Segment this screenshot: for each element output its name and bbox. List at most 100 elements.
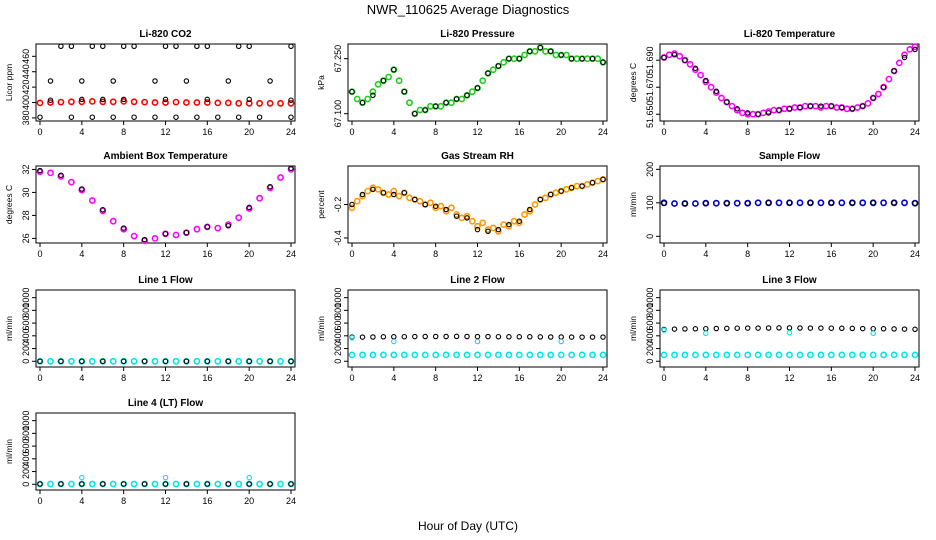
data-point (812, 102, 819, 110)
data-point (744, 110, 751, 116)
data-point (349, 201, 355, 208)
y-tick-label: 400 (21, 451, 31, 466)
data-point (369, 88, 377, 96)
data-point (246, 481, 252, 487)
data-point (579, 334, 585, 340)
data-point (214, 224, 222, 232)
data-point (225, 358, 232, 365)
data-point (141, 481, 148, 487)
data-point (600, 334, 606, 340)
y-tick-label: 800 (21, 426, 31, 441)
data-point (245, 205, 253, 212)
data-point (589, 179, 596, 186)
x-tick-label: 20 (556, 249, 566, 259)
y-tick-label: -0.4 (333, 230, 343, 246)
data-point (797, 104, 803, 111)
data-point (120, 358, 127, 365)
x-tick-label: 8 (745, 127, 750, 137)
x-tick-label: 12 (472, 127, 482, 137)
series-2 (37, 165, 294, 243)
data-point (728, 102, 736, 110)
data-point (374, 185, 382, 193)
data-point (130, 357, 138, 365)
y-tick-label: 51.650 (645, 100, 655, 128)
data-point (880, 84, 887, 90)
data-point (489, 224, 497, 232)
data-point (796, 199, 804, 207)
data-point (870, 95, 876, 101)
y-axis-label: kPa (316, 75, 326, 90)
data-point (547, 351, 555, 359)
x-tick-label: 8 (433, 249, 438, 259)
data-point (287, 99, 295, 107)
y-tick-label: 380 (21, 110, 31, 125)
data-point (744, 351, 752, 359)
data-point (79, 474, 85, 481)
y-tick-label: 200 (645, 341, 655, 356)
x-tick-label: 16 (202, 373, 212, 383)
data-point (412, 333, 418, 340)
data-point (193, 357, 201, 365)
data-point (68, 114, 75, 120)
data-point (120, 98, 128, 105)
y-axis-label: ml/min (628, 192, 638, 217)
data-point (775, 199, 783, 207)
series-3 (47, 78, 273, 84)
chart-panel-10: Line 4 (LT) Flow 0 4 8 12 16 20 24 0 200400600800… (4, 398, 296, 506)
data-point (416, 197, 424, 205)
data-point (912, 46, 918, 53)
data-point (432, 103, 439, 110)
data-point (246, 96, 252, 103)
y-tick-label: 28 (21, 210, 31, 220)
data-point (364, 95, 372, 103)
y-tick-label: 51.670 (645, 73, 655, 101)
chart-title: Li-820 Pressure (440, 29, 515, 40)
data-point (870, 330, 876, 337)
data-point (891, 326, 897, 332)
data-point (131, 114, 137, 120)
series-4 (47, 96, 294, 103)
data-point (516, 55, 523, 62)
data-point (47, 78, 54, 84)
data-point (755, 325, 761, 331)
data-point (109, 217, 117, 225)
data-point (256, 357, 263, 365)
data-point (474, 226, 481, 233)
data-point (786, 325, 793, 331)
data-point (349, 334, 355, 341)
data-point (359, 99, 366, 106)
x-tick-label: 24 (910, 373, 920, 383)
data-point (348, 204, 356, 212)
x-tick-label: 0 (37, 496, 42, 506)
data-point (110, 114, 116, 120)
data-point (99, 207, 107, 215)
data-point (225, 78, 232, 84)
data-point (568, 334, 575, 340)
series-2 (37, 358, 294, 365)
data-point (120, 225, 128, 233)
data-point (152, 114, 158, 120)
data-point (267, 183, 273, 190)
data-point (204, 43, 211, 50)
x-tick-label: 24 (910, 127, 920, 137)
chart-title: Li-820 Temperature (744, 29, 836, 40)
data-point (754, 199, 762, 207)
y-tick-label: 400 (645, 328, 655, 343)
data-point (464, 333, 470, 340)
plot-frame (659, 289, 920, 368)
data-point (661, 54, 667, 61)
data-point (568, 185, 575, 191)
x-tick-label: 12 (472, 249, 482, 259)
data-point (437, 102, 445, 110)
y-tick-label: 100 (645, 195, 655, 210)
y-tick-label: 200 (21, 341, 31, 356)
y-tick-label: 1000 (333, 288, 343, 308)
data-point (391, 191, 397, 198)
data-point (474, 222, 481, 230)
data-point (880, 351, 887, 359)
chart-panel-3: Li-820 Temperature 0 4 8 12 16 20 24 51.65051.67… (628, 29, 920, 137)
data-point (287, 165, 295, 173)
y-tick-label: 200 (645, 162, 655, 177)
